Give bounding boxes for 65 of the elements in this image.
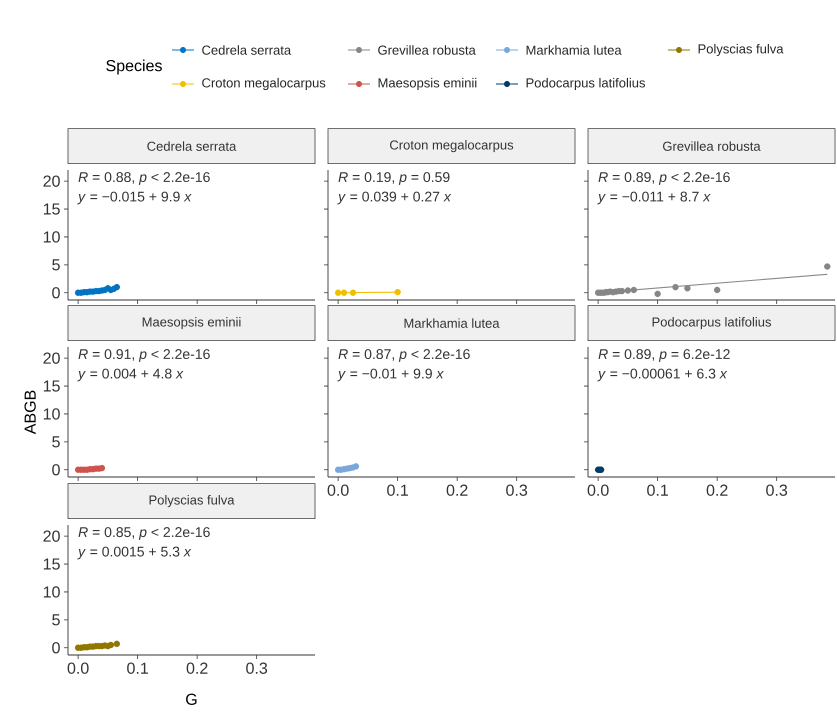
x-axis-title: G <box>186 694 197 705</box>
y-tick-label: 10 <box>44 586 60 598</box>
y-tick-label: 20 <box>43 352 60 364</box>
x-tick-label: 0.2 <box>706 484 728 496</box>
y-axis-title: ABGB <box>24 390 36 434</box>
annotation: R = 0.19, p = 0.59 <box>338 172 450 185</box>
y-tick-label: 20 <box>43 175 60 187</box>
point <box>714 286 720 294</box>
annotation: R = 0.89, p = 6.2e-12 <box>598 349 730 362</box>
y-tick-label: 15 <box>44 558 60 570</box>
x-tick-label: 0.3 <box>766 484 788 496</box>
x-tick-label: 0.1 <box>647 484 668 496</box>
x-tick-label: 0.3 <box>246 662 268 674</box>
chart-title: Podocarpus latifolius <box>652 317 771 330</box>
y-tick-label: 5 <box>52 614 60 626</box>
chart-title: Cedrela serrata <box>147 141 236 151</box>
y-tick-label: 15 <box>44 380 60 392</box>
y-tick-label: 0 <box>52 642 60 654</box>
x-tick-label: 0.2 <box>186 662 208 674</box>
annotation: y = 0.004 + 4.8 x <box>77 368 184 382</box>
x-tick-label: 0.0 <box>588 484 609 496</box>
chart-title: Markhamia lutea <box>404 318 500 328</box>
x-tick-label: 0.0 <box>68 662 89 674</box>
annotation: y = −0.011 + 8.7 x <box>597 192 711 204</box>
legend-label: Maesopsis eminii <box>378 78 476 90</box>
y-tick-label: 0 <box>52 464 60 476</box>
point <box>624 287 632 294</box>
annotation: R = 0.91, p < 2.2e-16 <box>78 349 210 362</box>
legend-label: Podocarpus latifolius <box>526 78 646 90</box>
annotation: y = 0.0015 + 5.3 x <box>77 546 192 560</box>
annotation: y = −0.00061 + 6.3 x <box>597 368 728 382</box>
annotation: y = −0.01 + 9.9 x <box>337 368 444 382</box>
annotation: y = 0.039 + 0.27 x <box>337 192 452 204</box>
annotation: R = 0.89, p < 2.2e-16 <box>598 172 730 185</box>
point <box>684 285 691 292</box>
x-tick-label: 0.3 <box>506 484 528 496</box>
y-tick-label: 20 <box>43 530 60 542</box>
point <box>672 284 679 290</box>
legend-label: Markhamia lutea <box>526 45 622 55</box>
y-tick-label: 10 <box>44 408 60 420</box>
x-tick-label: 0.1 <box>387 484 408 496</box>
x-tick-label: 0.0 <box>328 484 349 496</box>
point <box>824 263 830 270</box>
x-tick-label: 0.1 <box>127 662 148 674</box>
chart-title: Croton megalocarpus <box>390 140 514 152</box>
annotation: R = 0.88, p < 2.2e-16 <box>78 172 210 185</box>
annotation: R = 0.85, p < 2.2e-16 <box>78 527 210 540</box>
annotation: y = −0.015 + 9.9 x <box>77 192 192 204</box>
y-tick-label: 15 <box>44 203 60 215</box>
chart-title: Polyscias fulva <box>150 495 234 508</box>
y-tick-label: 10 <box>44 231 60 243</box>
legend-label: Grevillea robusta <box>378 45 476 55</box>
point <box>630 286 638 294</box>
chart-title: Grevillea robusta <box>663 141 761 151</box>
chart-title: Maesopsis eminii <box>142 317 240 330</box>
legend-label: Polyscias fulva <box>698 44 784 56</box>
legend-label: Cedrela serrata <box>202 45 292 55</box>
point <box>654 290 661 298</box>
legend-label: Croton megalocarpus <box>202 78 326 90</box>
legend-title: Species <box>106 60 162 74</box>
x-tick-label: 0.2 <box>446 484 468 496</box>
y-tick-label: 5 <box>52 259 60 270</box>
y-tick-label: 0 <box>52 287 60 298</box>
y-tick-label: 5 <box>52 436 60 448</box>
annotation: R = 0.87, p < 2.2e-16 <box>338 349 470 362</box>
